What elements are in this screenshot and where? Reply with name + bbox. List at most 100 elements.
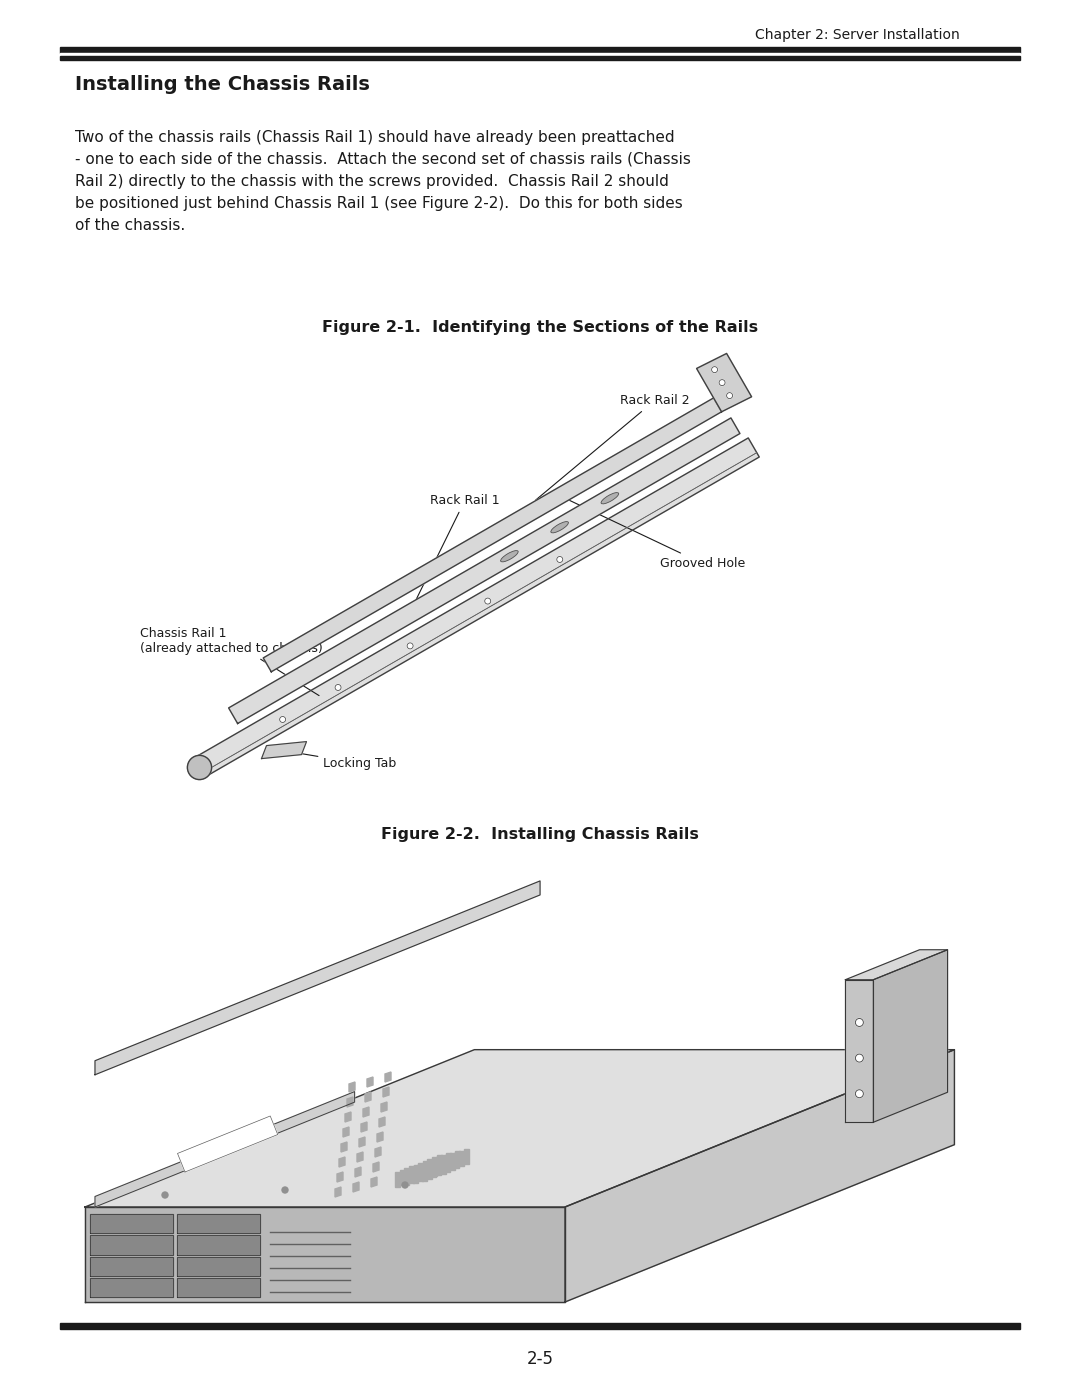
Circle shape [407, 643, 414, 648]
Polygon shape [459, 1151, 464, 1166]
Polygon shape [414, 1166, 418, 1182]
Polygon shape [432, 1157, 437, 1172]
Polygon shape [347, 1097, 353, 1106]
Polygon shape [90, 1214, 173, 1234]
Circle shape [280, 717, 285, 722]
Circle shape [335, 685, 341, 690]
Polygon shape [697, 353, 752, 412]
Polygon shape [455, 1153, 459, 1168]
Polygon shape [846, 979, 874, 1122]
Polygon shape [404, 1168, 409, 1183]
Polygon shape [436, 1157, 442, 1172]
Polygon shape [177, 1256, 260, 1275]
Polygon shape [90, 1278, 173, 1296]
Text: of the chassis.: of the chassis. [75, 218, 186, 233]
Polygon shape [428, 1160, 432, 1173]
Text: Rail 2) directly to the chassis with the screws provided.  Chassis Rail 2 should: Rail 2) directly to the chassis with the… [75, 175, 669, 189]
Circle shape [282, 1187, 288, 1193]
Polygon shape [427, 1162, 432, 1178]
Polygon shape [441, 1155, 446, 1171]
Polygon shape [422, 1162, 428, 1178]
Circle shape [719, 380, 725, 386]
Polygon shape [846, 950, 947, 979]
Polygon shape [373, 1162, 379, 1172]
Polygon shape [353, 1182, 359, 1192]
Polygon shape [341, 1141, 347, 1153]
Polygon shape [90, 1235, 173, 1255]
Ellipse shape [501, 550, 518, 562]
Polygon shape [377, 1132, 383, 1141]
Polygon shape [264, 398, 721, 672]
Text: Rack Rail 1: Rack Rail 1 [410, 495, 500, 612]
Polygon shape [349, 1083, 355, 1092]
Polygon shape [445, 1157, 450, 1172]
Polygon shape [432, 1158, 436, 1173]
Text: Chassis Rail 1
(already attached to chassis): Chassis Rail 1 (already attached to chas… [140, 627, 323, 696]
Polygon shape [379, 1118, 384, 1127]
Polygon shape [345, 1112, 351, 1122]
Polygon shape [441, 1158, 446, 1173]
Polygon shape [431, 1162, 436, 1178]
Polygon shape [60, 47, 1020, 53]
Text: Two of the chassis rails (Chassis Rail 1) should have already been preattached: Two of the chassis rails (Chassis Rail 1… [75, 130, 675, 145]
Circle shape [188, 756, 212, 780]
Text: Locking Tab: Locking Tab [274, 749, 396, 770]
Polygon shape [383, 1087, 389, 1097]
Polygon shape [450, 1153, 455, 1168]
Polygon shape [455, 1151, 460, 1166]
Polygon shape [381, 1102, 387, 1112]
Polygon shape [177, 1116, 278, 1172]
Polygon shape [565, 1049, 955, 1302]
Circle shape [162, 1192, 168, 1199]
Circle shape [402, 1182, 408, 1187]
Polygon shape [363, 1106, 369, 1118]
Polygon shape [463, 1150, 469, 1164]
Polygon shape [337, 1172, 343, 1182]
Polygon shape [446, 1153, 450, 1168]
Polygon shape [85, 1207, 565, 1302]
Polygon shape [418, 1166, 422, 1180]
Polygon shape [422, 1164, 428, 1179]
Ellipse shape [602, 493, 619, 504]
Polygon shape [177, 1278, 260, 1296]
Polygon shape [60, 56, 1020, 60]
Polygon shape [357, 1153, 363, 1162]
Ellipse shape [551, 521, 568, 532]
Text: be positioned just behind Chassis Rail 1 (see Figure 2-2).  Do this for both sid: be positioned just behind Chassis Rail 1… [75, 196, 683, 211]
Polygon shape [343, 1127, 349, 1137]
Polygon shape [408, 1168, 414, 1183]
Polygon shape [874, 950, 947, 1122]
Circle shape [485, 598, 490, 604]
Polygon shape [355, 1166, 361, 1178]
Polygon shape [418, 1162, 423, 1178]
Polygon shape [404, 1171, 409, 1185]
Text: Rack Rail 2: Rack Rail 2 [536, 394, 690, 500]
Polygon shape [432, 1161, 436, 1175]
Circle shape [855, 1018, 863, 1027]
Polygon shape [372, 1178, 377, 1187]
Polygon shape [413, 1168, 418, 1183]
Polygon shape [418, 1164, 423, 1179]
Polygon shape [395, 1172, 400, 1187]
Polygon shape [60, 1323, 1020, 1329]
Polygon shape [361, 1122, 367, 1132]
Polygon shape [436, 1155, 442, 1171]
Polygon shape [60, 53, 1020, 56]
Polygon shape [367, 1077, 373, 1087]
Circle shape [727, 393, 732, 398]
Polygon shape [339, 1157, 345, 1166]
Text: Figure 2-1.  Identifying the Sections of the Rails: Figure 2-1. Identifying the Sections of … [322, 320, 758, 335]
Text: - one to each side of the chassis.  Attach the second set of chassis rails (Chas: - one to each side of the chassis. Attac… [75, 152, 691, 168]
Polygon shape [427, 1164, 432, 1179]
Polygon shape [85, 1049, 955, 1207]
Polygon shape [229, 418, 740, 724]
Polygon shape [95, 882, 540, 1074]
Polygon shape [422, 1161, 428, 1176]
Polygon shape [400, 1171, 405, 1185]
Polygon shape [194, 437, 759, 777]
Polygon shape [375, 1147, 381, 1157]
Polygon shape [90, 1256, 173, 1275]
Polygon shape [384, 1071, 391, 1083]
Polygon shape [428, 1161, 432, 1176]
Polygon shape [414, 1165, 419, 1179]
